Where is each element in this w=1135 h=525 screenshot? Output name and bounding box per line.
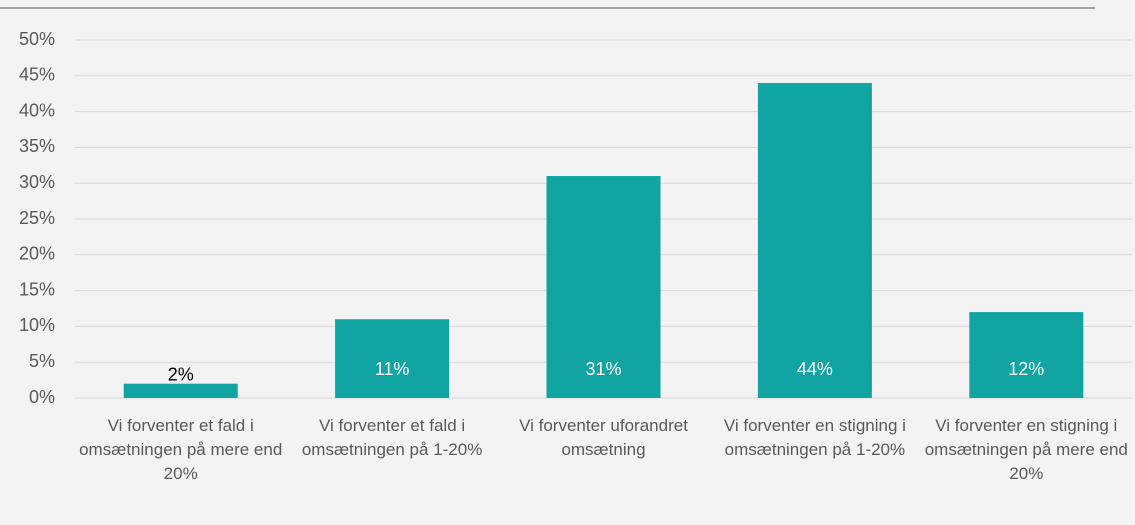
y-tick-label: 5% bbox=[29, 351, 55, 371]
y-tick-label: 35% bbox=[19, 136, 55, 156]
y-tick-label: 25% bbox=[19, 208, 55, 228]
bar bbox=[335, 319, 450, 398]
x-tick-label: Vi forventer uforandret omsætning bbox=[519, 416, 688, 459]
x-tick-label: Vi forventer en stigning i omsætningen p… bbox=[924, 416, 1128, 483]
value-label: 2% bbox=[168, 364, 194, 384]
x-tick-label: Vi forventer et fald i omsætningen på me… bbox=[79, 416, 283, 483]
y-tick-label: 15% bbox=[19, 279, 55, 299]
value-label: 31% bbox=[585, 359, 621, 379]
y-tick-label: 45% bbox=[19, 65, 55, 85]
bar bbox=[123, 383, 238, 398]
y-tick-label: 40% bbox=[19, 100, 55, 120]
bar bbox=[757, 82, 872, 399]
bar bbox=[546, 176, 661, 398]
y-tick-label: 20% bbox=[19, 244, 55, 264]
y-tick-label: 30% bbox=[19, 172, 55, 192]
bar bbox=[969, 312, 1084, 398]
x-tick-label: Vi forventer en stigning i omsætningen p… bbox=[723, 416, 906, 459]
value-label: 11% bbox=[375, 359, 410, 379]
y-tick-label: 10% bbox=[19, 315, 55, 335]
y-tick-label: 50% bbox=[19, 29, 55, 49]
y-tick-label: 0% bbox=[29, 387, 55, 407]
value-label: 12% bbox=[1008, 359, 1044, 379]
value-label: 44% bbox=[797, 359, 833, 379]
x-tick-label: Vi forventer et fald i omsætningen på 1-… bbox=[301, 416, 483, 459]
